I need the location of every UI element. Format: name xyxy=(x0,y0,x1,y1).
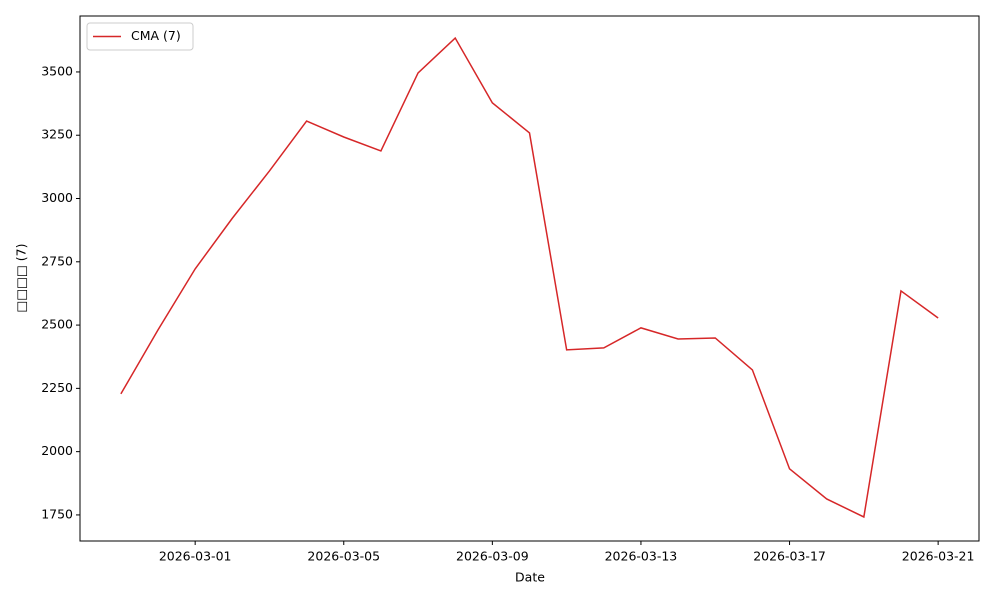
x-tick-label: 2026-03-05 xyxy=(307,549,380,564)
y-axis-label: □□□□ (7) xyxy=(14,244,29,313)
x-tick-label: 2026-03-01 xyxy=(159,549,232,564)
x-tick-label: 2026-03-09 xyxy=(456,549,529,564)
x-tick-label: 2026-03-17 xyxy=(753,549,826,564)
y-tick-label: 1750 xyxy=(41,506,73,521)
y-tick-label: 2750 xyxy=(41,253,73,268)
x-tick-label: 2026-03-21 xyxy=(902,549,975,564)
plot-frame xyxy=(79,15,980,542)
y-tick-label: 3250 xyxy=(41,127,73,142)
data-line xyxy=(120,36,939,519)
legend-label: CMA (7) xyxy=(131,28,181,43)
y-tick-label: 3500 xyxy=(41,63,73,78)
y-tick-label: 3000 xyxy=(41,190,73,205)
y-tick-label: 2500 xyxy=(41,317,73,332)
legend-box xyxy=(86,22,194,51)
x-axis-label: Date xyxy=(515,570,545,585)
y-tick-label: 2250 xyxy=(41,380,73,395)
y-tick-label: 2000 xyxy=(41,443,73,458)
x-tick-label: 2026-03-13 xyxy=(605,549,678,564)
